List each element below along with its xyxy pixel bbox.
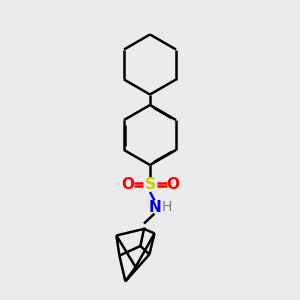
- Text: S: S: [145, 177, 155, 192]
- Text: N: N: [148, 200, 161, 214]
- Text: H: H: [162, 200, 172, 214]
- Text: O: O: [121, 177, 134, 192]
- Text: O: O: [166, 177, 179, 192]
